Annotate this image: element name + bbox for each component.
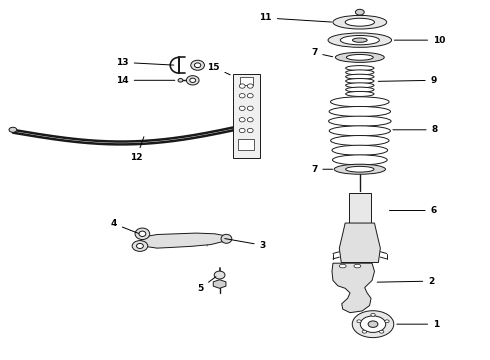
Ellipse shape	[357, 320, 361, 323]
Ellipse shape	[247, 106, 253, 111]
Ellipse shape	[345, 70, 374, 75]
Ellipse shape	[247, 84, 253, 88]
Ellipse shape	[345, 78, 374, 84]
Ellipse shape	[178, 78, 183, 82]
Text: 15: 15	[207, 63, 230, 75]
Ellipse shape	[333, 15, 387, 29]
Text: 10: 10	[394, 36, 445, 45]
Ellipse shape	[191, 60, 204, 70]
Text: 7: 7	[311, 48, 333, 57]
Text: 9: 9	[378, 76, 437, 85]
Ellipse shape	[9, 127, 17, 132]
Text: 7: 7	[311, 165, 333, 174]
Ellipse shape	[221, 234, 232, 243]
Text: 4: 4	[111, 219, 139, 234]
Text: 3: 3	[225, 239, 266, 250]
Ellipse shape	[360, 316, 386, 332]
Ellipse shape	[329, 107, 391, 117]
Ellipse shape	[328, 33, 392, 47]
Text: 2: 2	[377, 276, 435, 285]
Ellipse shape	[362, 330, 367, 333]
Ellipse shape	[345, 91, 374, 96]
Bar	[233, 74, 260, 158]
Text: 14: 14	[116, 76, 175, 85]
Ellipse shape	[340, 36, 379, 45]
Ellipse shape	[332, 155, 387, 165]
Ellipse shape	[371, 314, 375, 316]
Ellipse shape	[247, 94, 253, 98]
Ellipse shape	[239, 94, 245, 98]
Ellipse shape	[139, 231, 146, 237]
Ellipse shape	[247, 140, 253, 144]
Text: 6: 6	[390, 206, 437, 215]
Ellipse shape	[352, 311, 394, 338]
Text: 8: 8	[393, 125, 438, 134]
Ellipse shape	[345, 18, 374, 26]
Ellipse shape	[247, 129, 253, 133]
Ellipse shape	[239, 129, 245, 133]
Text: 1: 1	[397, 320, 440, 329]
Ellipse shape	[345, 83, 374, 88]
Polygon shape	[339, 223, 380, 262]
Ellipse shape	[334, 164, 386, 174]
Ellipse shape	[329, 126, 391, 136]
Ellipse shape	[355, 9, 364, 15]
Ellipse shape	[239, 140, 245, 144]
Polygon shape	[332, 263, 374, 313]
Ellipse shape	[379, 330, 384, 333]
Ellipse shape	[239, 84, 245, 88]
Ellipse shape	[195, 63, 201, 68]
Ellipse shape	[354, 264, 361, 268]
Ellipse shape	[346, 54, 373, 60]
Ellipse shape	[214, 271, 225, 279]
Bar	[240, 77, 253, 85]
Ellipse shape	[247, 118, 253, 122]
Polygon shape	[213, 280, 226, 288]
Ellipse shape	[335, 52, 384, 62]
Text: 13: 13	[116, 58, 174, 67]
Bar	[349, 193, 370, 223]
Ellipse shape	[345, 166, 374, 172]
Ellipse shape	[385, 320, 389, 323]
Ellipse shape	[190, 78, 196, 82]
Bar	[238, 139, 254, 149]
Ellipse shape	[239, 118, 245, 122]
Text: 5: 5	[197, 277, 216, 293]
Ellipse shape	[132, 240, 148, 251]
Text: 12: 12	[130, 137, 144, 162]
Ellipse shape	[331, 97, 389, 107]
Ellipse shape	[186, 76, 199, 85]
Ellipse shape	[368, 321, 378, 327]
Ellipse shape	[331, 135, 389, 145]
Text: 11: 11	[259, 13, 332, 22]
Ellipse shape	[345, 74, 374, 79]
Ellipse shape	[332, 145, 388, 155]
Ellipse shape	[135, 228, 150, 239]
Ellipse shape	[345, 66, 374, 71]
Ellipse shape	[239, 106, 245, 111]
Ellipse shape	[339, 264, 346, 268]
Ellipse shape	[329, 116, 391, 126]
Ellipse shape	[345, 87, 374, 92]
Ellipse shape	[137, 243, 144, 248]
Polygon shape	[140, 233, 229, 248]
Ellipse shape	[352, 38, 367, 42]
